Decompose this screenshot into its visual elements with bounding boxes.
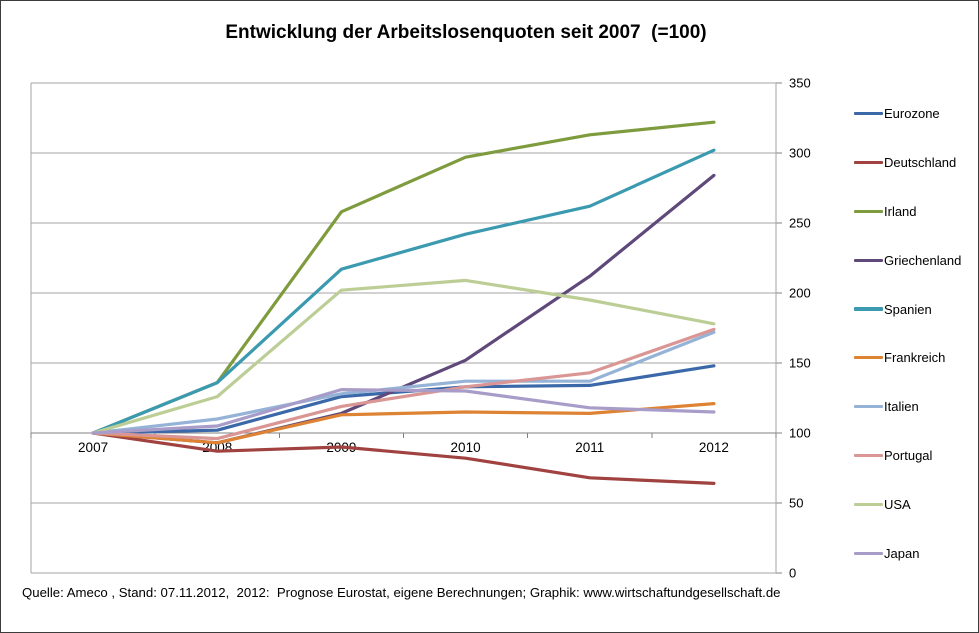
y-axis-tick-label: 250 bbox=[789, 216, 811, 231]
source-note: Quelle: Ameco , Stand: 07.11.2012, 2012:… bbox=[22, 585, 781, 600]
legend-label: Italien bbox=[884, 399, 919, 415]
y-axis-tick-label: 150 bbox=[789, 356, 811, 371]
legend-item-usa: USA bbox=[854, 480, 976, 529]
legend-label: Frankreich bbox=[884, 350, 946, 366]
series-line-italien bbox=[91, 330, 716, 435]
y-axis-tick-label: 350 bbox=[789, 76, 811, 91]
y-axis-tick-label: 300 bbox=[789, 146, 811, 161]
legend-line-swatch bbox=[854, 307, 883, 311]
legend-item-eurozone: Eurozone bbox=[854, 89, 976, 138]
legend-line-swatch bbox=[854, 111, 883, 116]
series-line-spanien bbox=[91, 148, 716, 435]
legend-line-swatch bbox=[854, 209, 883, 213]
series-line-portugal bbox=[91, 327, 716, 441]
legend-item-irland: Irland bbox=[854, 187, 976, 236]
legend-label: Griechenland bbox=[884, 252, 962, 268]
chart-title: Entwicklung der Arbeitslosenquoten seit … bbox=[225, 22, 707, 43]
legend-item-spanien: Spanien bbox=[854, 285, 976, 334]
y-axis-tick-label: 100 bbox=[789, 426, 811, 441]
y-axis-tick-label: 50 bbox=[789, 496, 803, 511]
legend-label: Spanien bbox=[884, 301, 932, 317]
legend-label: Irland bbox=[884, 203, 917, 219]
legend-item-japan: Japan bbox=[854, 529, 976, 578]
legend-label: Eurozone bbox=[884, 105, 940, 121]
legend-line-swatch bbox=[854, 551, 883, 556]
x-axis-tick-label: 2007 bbox=[78, 440, 108, 455]
legend-item-griechenland: Griechenland bbox=[854, 236, 976, 285]
legend-line-swatch bbox=[854, 405, 883, 409]
series-line-usa bbox=[91, 278, 716, 435]
y-axis-tick-label: 200 bbox=[789, 286, 811, 301]
legend-line-swatch bbox=[854, 258, 883, 262]
series-line-griechenland bbox=[91, 173, 716, 445]
legend-item-deutschland: Deutschland bbox=[854, 138, 976, 187]
legend-label: Deutschland bbox=[884, 154, 957, 170]
legend-label: Japan bbox=[884, 545, 920, 561]
x-axis-tick-label: 2011 bbox=[575, 440, 604, 455]
series-line-deutschland bbox=[91, 431, 716, 485]
legend-item-italien: Italien bbox=[854, 382, 976, 431]
legend-item-frankreich: Frankreich bbox=[854, 333, 976, 382]
series-line-frankreich bbox=[91, 402, 716, 445]
x-axis-tick-label: 2012 bbox=[699, 440, 729, 455]
legend-label: USA bbox=[884, 497, 911, 513]
y-axis-tick-label: 0 bbox=[789, 566, 796, 581]
legend-item-portugal: Portugal bbox=[854, 431, 976, 480]
legend-line-swatch bbox=[854, 502, 883, 507]
chart-legend: Eurozone Deutschland Irland Griechenland Spa… bbox=[854, 89, 976, 578]
legend-label: Portugal bbox=[884, 448, 933, 464]
legend-line-swatch bbox=[854, 356, 883, 360]
series-line-japan bbox=[91, 388, 716, 435]
legend-line-swatch bbox=[854, 454, 883, 458]
x-axis-tick-label: 2010 bbox=[451, 440, 481, 455]
legend-line-swatch bbox=[854, 160, 883, 164]
